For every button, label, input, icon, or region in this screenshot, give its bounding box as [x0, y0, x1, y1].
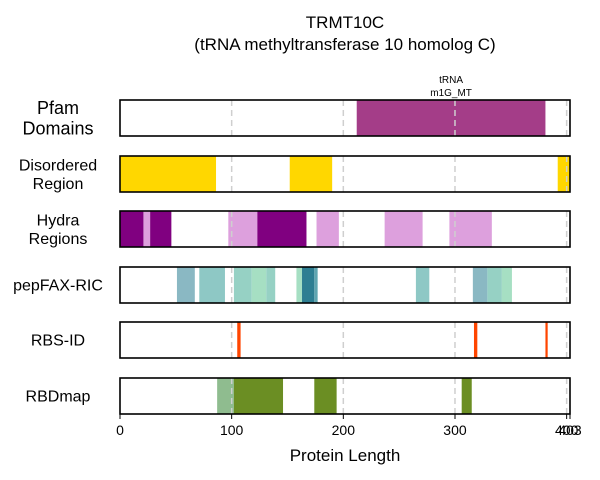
track-label: Hydra	[37, 212, 80, 229]
segment-bar	[473, 322, 478, 358]
segment-bar	[501, 267, 512, 303]
segment-bar	[143, 211, 151, 247]
segment-bar	[296, 267, 303, 303]
segment-bar	[233, 267, 252, 303]
track-border	[119, 155, 571, 193]
track-border	[119, 266, 571, 304]
segment-bar	[217, 378, 234, 414]
track-2: Hydra Regions	[29, 210, 571, 248]
segment-bar	[251, 267, 267, 303]
track-border	[119, 210, 571, 248]
track-label: pepFAX-RIC	[13, 278, 103, 295]
track-3: pepFAX-RIC	[13, 266, 571, 304]
x-tick-label: 300	[443, 422, 467, 438]
segment-bar	[199, 267, 225, 303]
segment-bar	[415, 267, 430, 303]
segment-bar	[228, 211, 258, 247]
segment-bar	[120, 156, 217, 192]
segment-bar	[384, 211, 423, 247]
segment-annotation: m1G_MT	[430, 88, 472, 99]
track-label: Regions	[29, 231, 88, 248]
track-label: Region	[33, 176, 84, 193]
segment-bar	[237, 322, 241, 358]
segment-bar	[356, 100, 546, 136]
segment-bar	[150, 211, 172, 247]
segment-bar	[302, 267, 315, 303]
x-tick-label: 200	[332, 422, 356, 438]
segment-bar	[120, 211, 144, 247]
track-label: RBDmap	[26, 389, 91, 406]
x-tick-label: 403	[558, 422, 582, 438]
track-label: Disordered	[19, 157, 97, 174]
track-border	[119, 377, 571, 415]
segment-bar	[545, 322, 548, 358]
segment-bar	[233, 378, 284, 414]
segment-bar	[557, 156, 570, 192]
x-tick-label: 100	[220, 422, 244, 438]
segment-bar	[449, 211, 492, 247]
chart-title-line1: TRMT10C	[306, 13, 384, 32]
track-background	[120, 211, 570, 247]
chart-title-line2: (tRNA methyltransferase 10 homolog C)	[194, 35, 495, 54]
track-4: RBS-ID	[31, 321, 571, 359]
segment-bar	[472, 267, 488, 303]
track-5: RBDmap	[26, 377, 571, 415]
track-label: Pfam	[37, 98, 79, 118]
segment-bar	[487, 267, 502, 303]
x-axis-label: Protein Length	[290, 446, 401, 465]
segment-bar	[314, 378, 337, 414]
segment-bar	[314, 267, 318, 303]
track-border	[119, 321, 571, 359]
x-tick-label: 0	[116, 422, 124, 438]
segment-bar	[257, 211, 307, 247]
x-tick-label: 400	[555, 422, 579, 438]
track-1: Disordered Region	[19, 155, 571, 193]
segment-annotation: tRNA	[439, 75, 463, 86]
segment-bar	[176, 267, 195, 303]
segment-bar	[461, 378, 472, 414]
segment-bar	[289, 156, 333, 192]
segment-bar	[266, 267, 276, 303]
track-background	[120, 322, 570, 358]
track-label: Domains	[22, 119, 93, 139]
segment-bar	[316, 211, 339, 247]
track-label: RBS-ID	[31, 333, 85, 350]
track-background	[120, 378, 570, 414]
track-border	[119, 99, 571, 137]
